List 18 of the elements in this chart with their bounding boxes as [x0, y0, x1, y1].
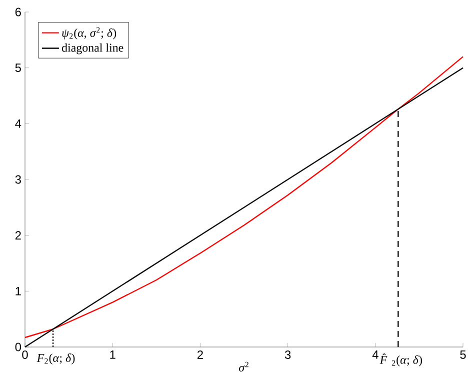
- text: ψ$_{2}$(α, σ$^{2}$; δ): [62, 27, 116, 40]
- x-axis-title: σ$^{2}$: [238, 362, 248, 372]
- x-tick-label: 2: [197, 350, 203, 359]
- y-tick-label: 5: [15, 64, 21, 72]
- x-tick-label: 4: [372, 350, 378, 359]
- y-tick-label: 4: [15, 120, 22, 128]
- y-tick-label: 0: [15, 342, 22, 352]
- annotation: F$_{2}$(α; δ): [36, 354, 75, 364]
- y-tick-label: 6: [15, 8, 21, 16]
- x-tick-label: 5: [460, 350, 466, 359]
- x-tick-label: 3: [284, 350, 291, 359]
- y-tick-label: 3: [15, 175, 21, 184]
- y-tick-label: 2: [15, 231, 21, 240]
- x-tick-label: 1: [110, 350, 116, 359]
- x-tick-label: 0: [22, 350, 28, 359]
- legend-label: diagonal line: [62, 43, 124, 54]
- annotation: F̂$_{2}$(α; δ): [380, 354, 422, 366]
- y-tick-label: 1: [16, 287, 21, 296]
